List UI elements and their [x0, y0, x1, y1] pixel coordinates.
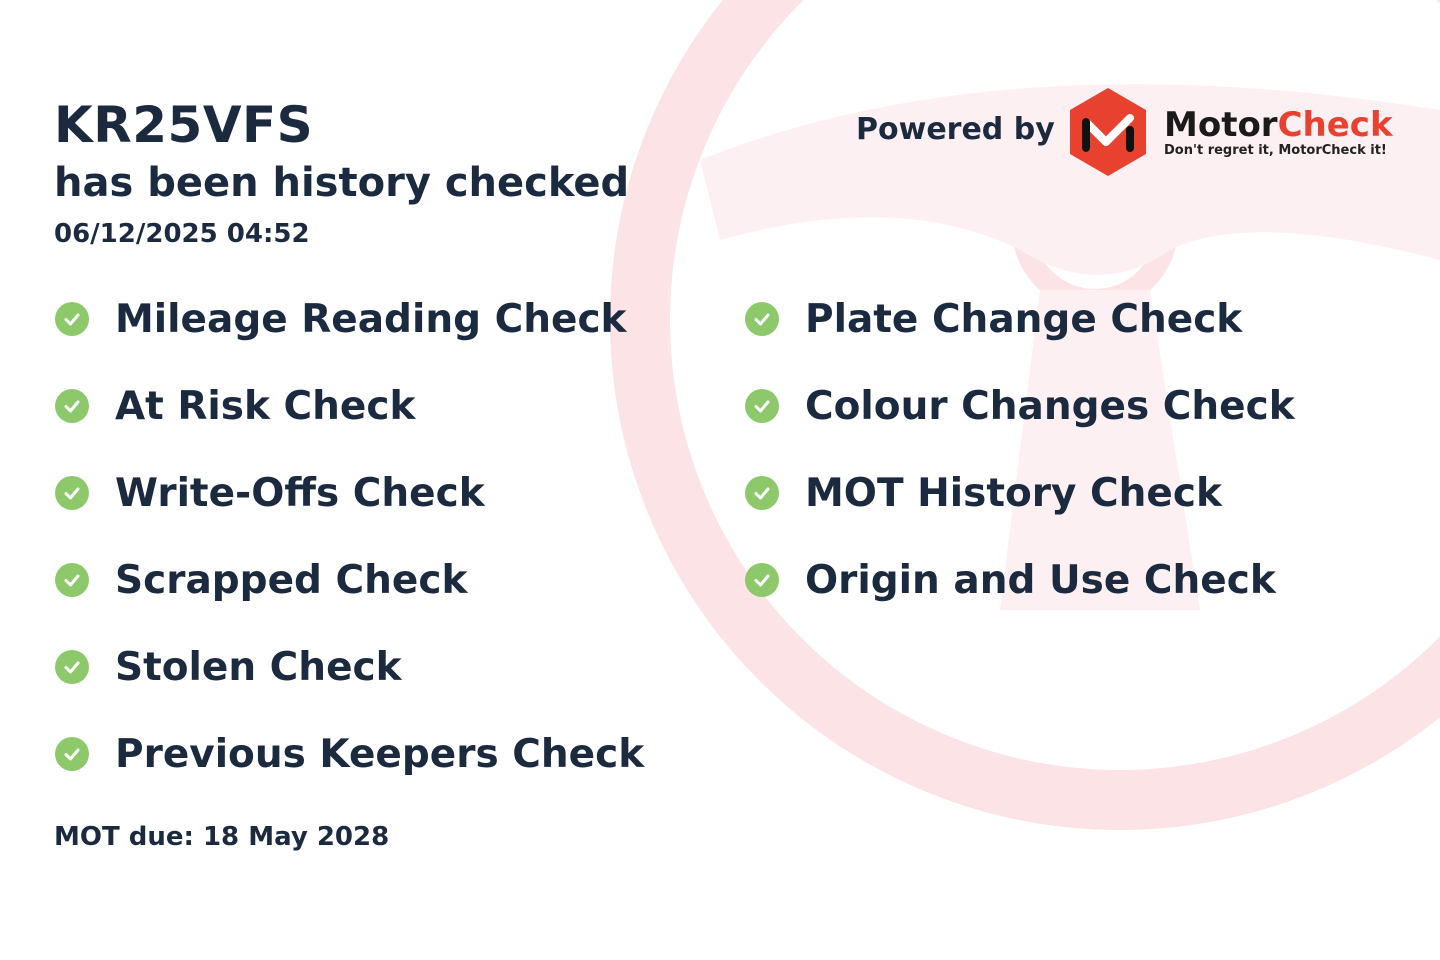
brand-tagline: Don't regret it, MotorCheck it! — [1164, 142, 1387, 158]
check-circle-icon — [55, 650, 89, 684]
check-circle-icon — [55, 737, 89, 771]
check-label: MOT History Check — [805, 470, 1222, 516]
powered-by-label: Powered by — [856, 112, 1055, 147]
check-label: Plate Change Check — [805, 296, 1243, 342]
check-label: Stolen Check — [115, 644, 402, 690]
check-label: Write-Offs Check — [115, 470, 485, 516]
check-circle-icon — [55, 563, 89, 597]
check-item: Write-Offs Check — [55, 468, 485, 518]
brand-name: MotorCheck — [1164, 107, 1393, 143]
check-label: Origin and Use Check — [805, 557, 1276, 603]
check-label: Colour Changes Check — [805, 383, 1295, 429]
motorcheck-hexagon-icon — [1070, 88, 1146, 176]
check-item: Plate Change Check — [745, 294, 1242, 344]
vehicle-plate: KR25VFS — [54, 96, 314, 154]
check-item: Origin and Use Check — [745, 555, 1276, 605]
check-label: At Risk Check — [115, 383, 416, 429]
check-label: Mileage Reading Check — [115, 296, 627, 342]
check-circle-icon — [55, 389, 89, 423]
check-circle-icon — [55, 476, 89, 510]
check-label: Previous Keepers Check — [115, 731, 645, 777]
check-item: Colour Changes Check — [745, 381, 1295, 431]
check-circle-icon — [745, 563, 779, 597]
check-item: Previous Keepers Check — [55, 729, 644, 779]
brand-name-part1: Motor — [1164, 104, 1278, 145]
check-label: Scrapped Check — [115, 557, 468, 603]
motorcheck-logo: MotorCheck Don't regret it, MotorCheck i… — [1066, 86, 1393, 178]
check-datetime: 06/12/2025 04:52 — [54, 219, 310, 249]
check-item: At Risk Check — [55, 381, 415, 431]
check-circle-icon — [745, 389, 779, 423]
check-circle-icon — [55, 302, 89, 336]
check-circle-icon — [745, 476, 779, 510]
check-circle-icon — [745, 302, 779, 336]
check-item: Mileage Reading Check — [55, 294, 627, 344]
mot-due: MOT due: 18 May 2028 — [54, 822, 390, 852]
brand-name-part2: Check — [1277, 104, 1393, 145]
check-item: MOT History Check — [745, 468, 1222, 518]
page-subtitle: has been history checked — [54, 160, 630, 206]
check-item: Stolen Check — [55, 642, 402, 692]
check-item: Scrapped Check — [55, 555, 467, 605]
